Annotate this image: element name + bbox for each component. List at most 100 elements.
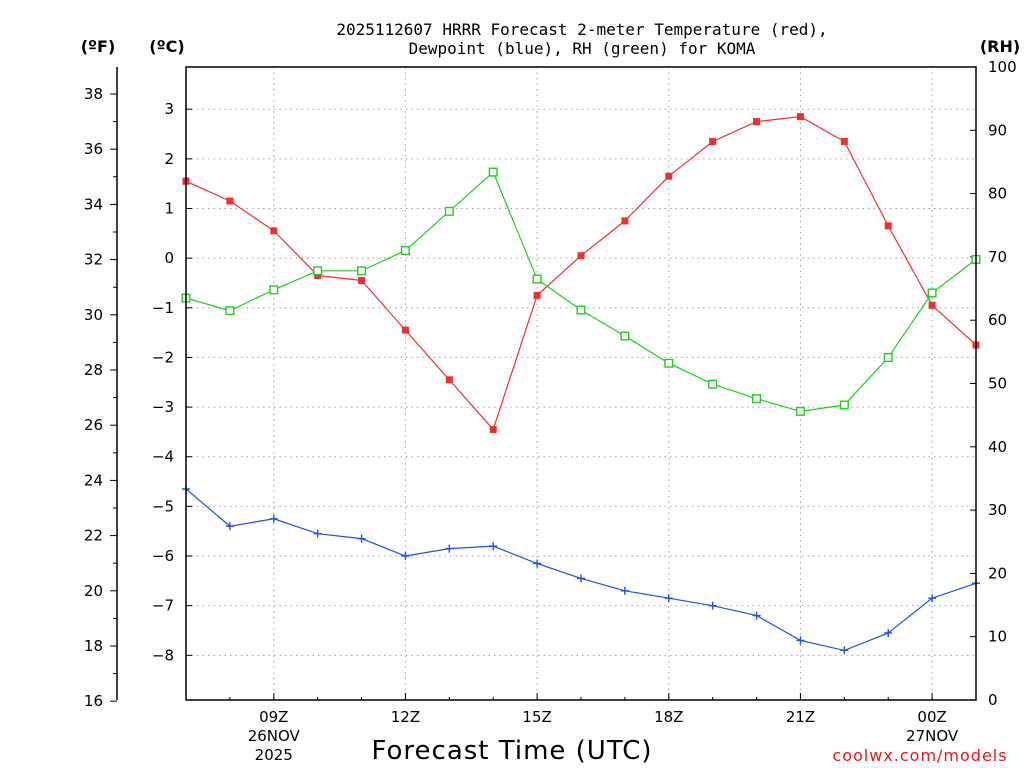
- temperature-data-point: [445, 376, 453, 384]
- rh-tick-label: 50: [988, 375, 1007, 393]
- dewpoint-data-point: [357, 534, 366, 543]
- dewpoint-data-point: [401, 552, 410, 561]
- rh-data-point: [664, 358, 674, 368]
- x-tick-label: 21Z: [786, 708, 815, 726]
- series-layer: [181, 113, 981, 655]
- temperature-data-point: [840, 137, 848, 145]
- temperature-data-point: [358, 276, 366, 284]
- x-tick-date-label: 26NOV: [248, 727, 301, 745]
- rh-data-point: [444, 206, 454, 216]
- dewpoint-data-point: [752, 611, 761, 620]
- fahrenheit-tick-label: 30: [84, 306, 103, 324]
- dewpoint-data-point: [533, 559, 542, 568]
- x-tick-label: 09Z: [259, 708, 288, 726]
- fahrenheit-tick-label: 34: [84, 195, 103, 213]
- dewpoint-data-point: [664, 594, 673, 603]
- temperature-data-point: [709, 137, 717, 145]
- celsius-tick-label: −1: [152, 299, 174, 317]
- rh-unit-label: (RH): [980, 37, 1020, 56]
- temperature-data-point: [884, 222, 892, 230]
- x-tick-label: 12Z: [391, 708, 420, 726]
- rh-tick-label: 60: [988, 311, 1007, 329]
- x-tick-label: 18Z: [654, 708, 683, 726]
- x-axis-title: Forecast Time (UTC): [371, 736, 652, 766]
- rh-data-point: [795, 406, 805, 416]
- celsius-tick-label: −2: [152, 348, 174, 366]
- dewpoint-series-line: [185, 488, 977, 652]
- fahrenheit-tick-label: 38: [84, 85, 103, 103]
- plot-area-frame: [185, 66, 977, 701]
- fahrenheit-tick-label: 36: [84, 140, 103, 158]
- celsius-tick-label: −6: [152, 547, 174, 565]
- temperature-data-point: [796, 113, 804, 121]
- rh-data-point: [313, 266, 323, 276]
- rh-tick-label: 0: [988, 691, 998, 709]
- fahrenheit-tick-label: 20: [84, 582, 103, 600]
- credit-text: coolwx.com/models: [832, 746, 1007, 765]
- rh-data-point: [400, 246, 410, 256]
- x-tick-date-label: 27NOV: [906, 727, 959, 745]
- dewpoint-data-point: [577, 574, 585, 583]
- celsius-tick-label: 2: [164, 150, 174, 168]
- rh-data-point: [927, 288, 937, 298]
- dewpoint-data-point: [884, 628, 893, 637]
- temperature-data-point: [226, 197, 234, 205]
- dewpoint-data-point: [796, 636, 805, 645]
- fahrenheit-tick-label: 32: [84, 251, 103, 269]
- rh-data-point: [225, 306, 235, 316]
- x-tick-label: 00Z: [917, 708, 946, 726]
- rh-data-point: [532, 274, 542, 284]
- dewpoint-data-point: [313, 529, 322, 538]
- x-tick-year-label: 2025: [255, 746, 293, 764]
- temperature-data-point: [665, 172, 673, 180]
- rh-tick-label: 70: [988, 248, 1007, 266]
- temperature-data-point: [314, 272, 322, 280]
- dewpoint-data-point: [225, 522, 234, 531]
- rh-data-point: [620, 331, 630, 341]
- dewpoint-data-point: [445, 544, 454, 553]
- celsius-tick-label: −4: [152, 448, 174, 466]
- rh-data-point: [488, 167, 498, 177]
- chart-title-line1: 2025112607 HRRR Forecast 2-meter Tempera…: [336, 20, 827, 39]
- celsius-tick-label: 0: [164, 249, 174, 267]
- dewpoint-data-point: [489, 542, 498, 551]
- fahrenheit-tick-label: 26: [84, 416, 103, 434]
- celsius-tick-label: 1: [164, 199, 174, 217]
- fahrenheit-tick-label: 22: [84, 527, 103, 545]
- rh-tick-label: 80: [988, 185, 1007, 203]
- rh-tick-label: 10: [988, 628, 1007, 646]
- temperature-data-point: [401, 326, 409, 334]
- rh-data-point: [839, 400, 849, 410]
- rh-tick-label: 100: [988, 58, 1017, 76]
- temperature-data-point: [753, 118, 761, 126]
- rh-tick-label: 20: [988, 564, 1007, 582]
- rh-tick-label: 90: [988, 121, 1007, 139]
- temperature-data-point: [489, 425, 497, 433]
- fahrenheit-tick-label: 18: [84, 637, 103, 655]
- chart-title-line2: Dewpoint (blue), RH (green) for KOMA: [409, 39, 756, 58]
- fahrenheit-tick-label: 24: [84, 471, 103, 489]
- temperature-data-point: [270, 227, 278, 235]
- temperature-data-point: [621, 217, 629, 225]
- dewpoint-data-point: [269, 514, 278, 523]
- grid-layer: [186, 67, 976, 700]
- dewpoint-data-point: [708, 601, 717, 610]
- rh-data-point: [576, 305, 586, 315]
- celsius-tick-label: −7: [152, 597, 174, 615]
- temperature-data-point: [577, 252, 585, 260]
- dewpoint-data-point: [928, 594, 937, 603]
- rh-data-point: [357, 266, 367, 276]
- rh-tick-label: 30: [988, 501, 1007, 519]
- fahrenheit-tick-label: 16: [84, 692, 103, 710]
- temperature-data-point: [928, 301, 936, 309]
- rh-data-point: [883, 353, 893, 363]
- celsius-tick-label: −3: [152, 398, 174, 416]
- rh-data-point: [269, 285, 279, 295]
- celsius-tick-label: 3: [164, 100, 174, 118]
- fahrenheit-tick-label: 28: [84, 361, 103, 379]
- temperature-data-point: [533, 291, 541, 299]
- celsius-tick-label: −8: [152, 646, 174, 664]
- dewpoint-data-point: [840, 646, 849, 655]
- celsius-unit-label: (ºC): [149, 37, 184, 56]
